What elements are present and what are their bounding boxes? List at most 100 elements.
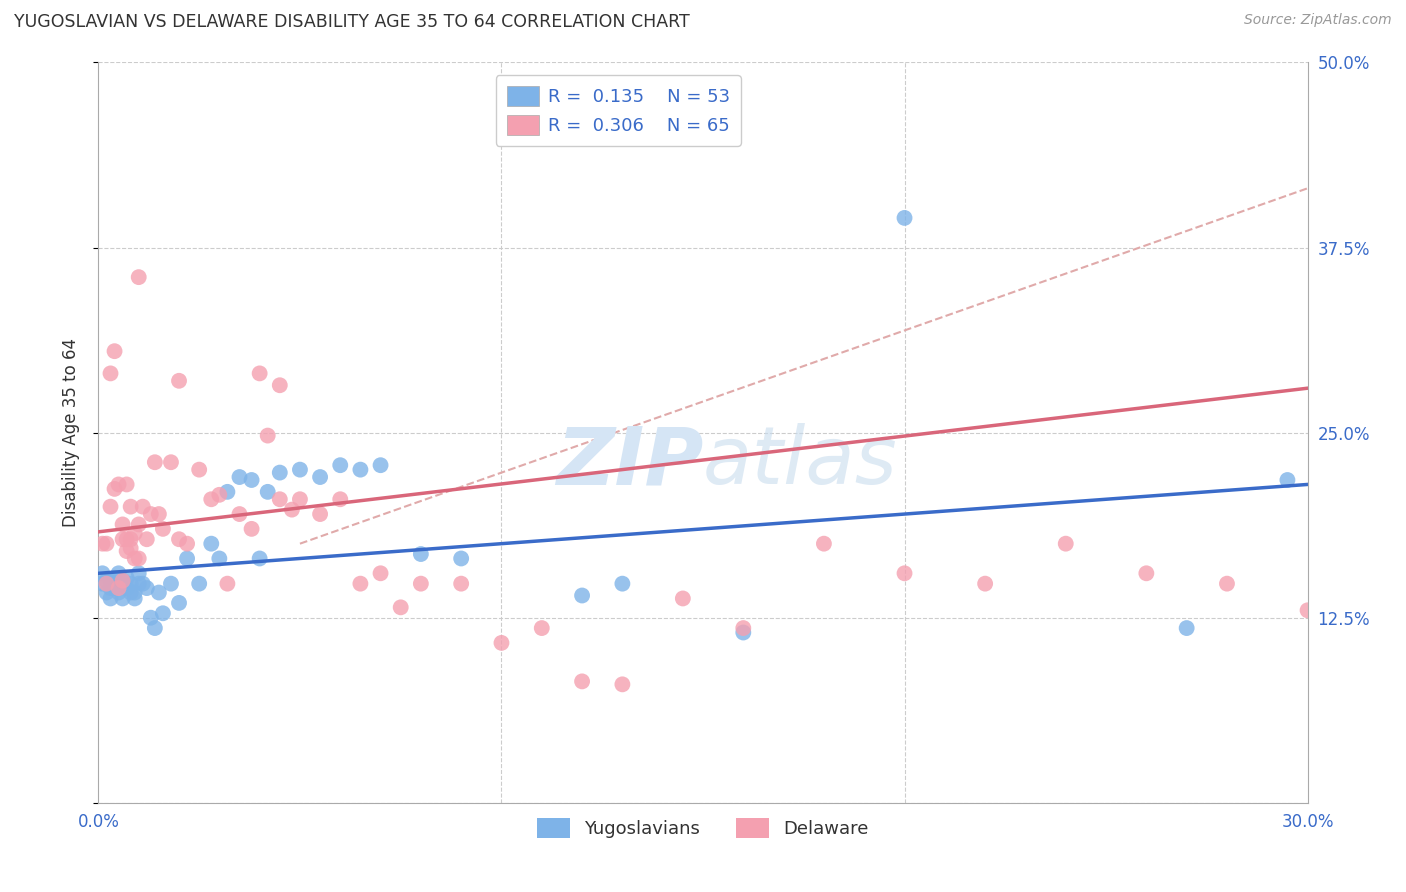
Point xyxy=(256,428,278,442)
Point xyxy=(100,500,122,514)
Point xyxy=(530,621,553,635)
Point xyxy=(1296,603,1319,617)
Point xyxy=(152,607,174,621)
Text: Source: ZipAtlas.com: Source: ZipAtlas.com xyxy=(1244,13,1392,28)
Point xyxy=(103,344,125,359)
Point xyxy=(128,517,150,532)
Point xyxy=(200,536,222,550)
Point xyxy=(120,541,142,555)
Point xyxy=(91,536,114,550)
Point xyxy=(571,674,593,689)
Point xyxy=(409,547,432,561)
Point xyxy=(240,473,263,487)
Point xyxy=(91,576,114,591)
Point xyxy=(176,536,198,550)
Point xyxy=(240,522,263,536)
Point xyxy=(893,211,915,225)
Point xyxy=(612,677,634,691)
Point xyxy=(491,636,513,650)
Point xyxy=(100,367,122,381)
Point xyxy=(893,566,915,581)
Point xyxy=(974,576,997,591)
Point xyxy=(288,462,311,476)
Point xyxy=(128,576,150,591)
Point xyxy=(132,576,155,591)
Point xyxy=(329,492,352,507)
Point xyxy=(120,585,142,599)
Point xyxy=(1054,536,1077,550)
Point xyxy=(217,576,239,591)
Point xyxy=(1277,473,1299,487)
Point xyxy=(107,477,129,491)
Point xyxy=(409,576,432,591)
Text: YUGOSLAVIAN VS DELAWARE DISABILITY AGE 35 TO 64 CORRELATION CHART: YUGOSLAVIAN VS DELAWARE DISABILITY AGE 3… xyxy=(14,13,690,31)
Point xyxy=(733,621,755,635)
Point xyxy=(124,585,146,599)
Point xyxy=(107,566,129,581)
Point xyxy=(111,574,134,588)
Point xyxy=(100,591,122,606)
Point xyxy=(1175,621,1198,635)
Point xyxy=(103,482,125,496)
Point xyxy=(167,533,190,547)
Point xyxy=(107,576,129,591)
Point xyxy=(188,462,211,476)
Point xyxy=(370,566,392,581)
Point xyxy=(217,484,239,499)
Point xyxy=(309,507,332,521)
Point xyxy=(91,566,114,581)
Point xyxy=(349,462,371,476)
Point xyxy=(139,610,162,624)
Point xyxy=(269,378,291,392)
Point xyxy=(124,526,146,541)
Point xyxy=(96,576,118,591)
Point xyxy=(269,466,291,480)
Point xyxy=(370,458,392,473)
Point xyxy=(281,502,304,516)
Text: atlas: atlas xyxy=(703,423,898,501)
Point xyxy=(269,492,291,507)
Text: ZIP: ZIP xyxy=(555,423,703,501)
Point xyxy=(120,576,142,591)
Point xyxy=(208,488,231,502)
Point xyxy=(288,492,311,507)
Point xyxy=(176,551,198,566)
Point xyxy=(571,589,593,603)
Point xyxy=(228,470,250,484)
Point xyxy=(103,571,125,585)
Y-axis label: Disability Age 35 to 64: Disability Age 35 to 64 xyxy=(62,338,80,527)
Point xyxy=(148,507,170,521)
Point xyxy=(143,621,166,635)
Point xyxy=(100,581,122,595)
Point xyxy=(167,374,190,388)
Point xyxy=(1135,566,1157,581)
Point xyxy=(256,484,278,499)
Point xyxy=(208,551,231,566)
Point xyxy=(124,591,146,606)
Point xyxy=(128,270,150,285)
Point xyxy=(160,576,183,591)
Point xyxy=(96,574,118,588)
Point xyxy=(1216,576,1239,591)
Point xyxy=(349,576,371,591)
Point xyxy=(200,492,222,507)
Point xyxy=(672,591,695,606)
Point xyxy=(128,551,150,566)
Point xyxy=(111,533,134,547)
Point xyxy=(115,581,138,595)
Point xyxy=(139,507,162,521)
Point xyxy=(128,566,150,581)
Point xyxy=(612,576,634,591)
Point xyxy=(111,517,134,532)
Point xyxy=(135,533,157,547)
Point xyxy=(389,600,412,615)
Point xyxy=(148,585,170,599)
Point xyxy=(107,585,129,599)
Point xyxy=(103,581,125,595)
Point xyxy=(120,533,142,547)
Point xyxy=(115,571,138,585)
Point xyxy=(450,551,472,566)
Point xyxy=(152,522,174,536)
Point xyxy=(249,367,271,381)
Point xyxy=(96,585,118,599)
